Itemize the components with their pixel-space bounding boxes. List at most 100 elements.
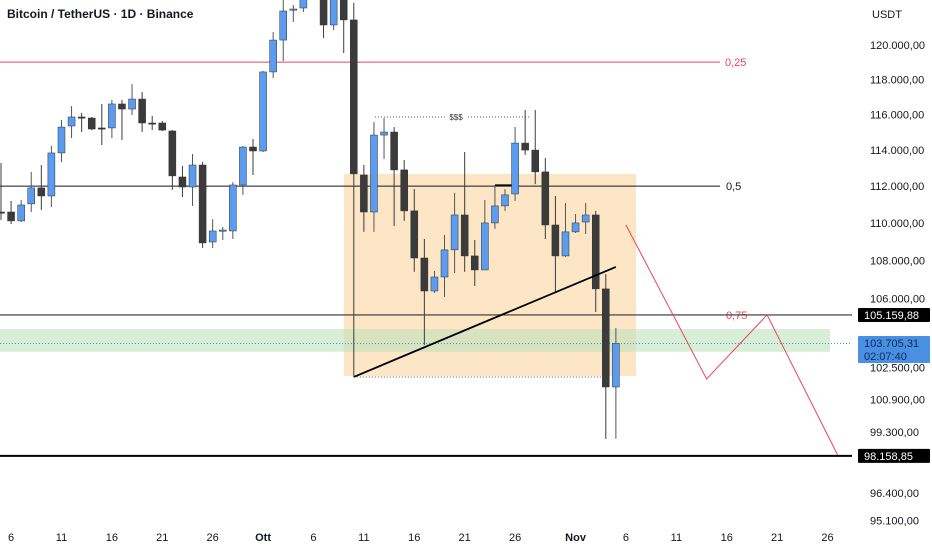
candle	[319, 0, 328, 39]
candle	[450, 192, 459, 273]
candle-body	[339, 0, 348, 21]
candle	[420, 238, 429, 345]
date-axis-label: 16	[721, 532, 733, 544]
date-axis-label: 11	[56, 532, 67, 544]
candle-body	[148, 122, 156, 125]
candle	[541, 157, 550, 239]
candle	[400, 159, 408, 221]
date-axis-label: 11	[358, 532, 369, 544]
candle-body	[350, 19, 358, 175]
date-axis-label: 26	[509, 532, 521, 544]
candle-body	[37, 187, 46, 197]
candle-body	[259, 71, 267, 152]
price-axis-label: 102.500,00	[870, 362, 925, 374]
candle-body	[511, 142, 519, 195]
candle-body	[460, 214, 469, 257]
price-axis-label: 120.000,00	[870, 40, 925, 52]
candle	[551, 195, 560, 293]
candle	[0, 163, 5, 220]
candle	[77, 112, 86, 133]
candle	[249, 138, 257, 175]
candle	[481, 200, 489, 271]
date-axis-label: Ott	[255, 532, 271, 544]
candle	[430, 270, 439, 293]
candle-body	[450, 214, 459, 251]
candle-body	[138, 98, 146, 124]
candle-body	[400, 169, 408, 212]
fib-label: 0,25	[725, 57, 746, 69]
candle-body	[591, 214, 600, 290]
candle-body	[420, 257, 429, 292]
date-axis-label: 11	[671, 532, 682, 544]
candle	[208, 219, 217, 249]
candle-body	[158, 122, 167, 131]
candle	[380, 118, 388, 160]
candle	[98, 103, 106, 146]
candle-body	[0, 211, 5, 214]
candle-body	[7, 211, 15, 222]
candle	[460, 152, 469, 272]
candle	[339, 0, 348, 54]
candle	[591, 210, 600, 313]
candle	[501, 189, 509, 211]
price-axis-label: 112.000,00	[870, 181, 924, 193]
candle-body	[57, 126, 66, 154]
candle-body	[87, 117, 96, 130]
candle-body	[98, 127, 106, 130]
candle-body	[380, 131, 388, 136]
candle	[329, 0, 338, 31]
candle-body	[561, 231, 570, 257]
candle-body	[289, 8, 298, 11]
candle-body	[521, 142, 529, 151]
candle	[7, 200, 15, 225]
current-price-badge: 02:07:40	[864, 351, 907, 363]
liquidity-label-bg	[446, 110, 466, 123]
fib-label: 0,5	[726, 181, 741, 193]
candle-body	[602, 288, 610, 388]
candle	[229, 182, 237, 239]
candle-body	[501, 194, 509, 207]
candle	[410, 189, 419, 272]
current-price-badge: 103.705,31	[864, 338, 919, 350]
candle	[370, 121, 378, 232]
price-axis-label: 116.000,00	[870, 109, 924, 121]
candle	[612, 328, 620, 439]
candle	[440, 234, 449, 297]
candle	[289, 5, 298, 22]
candle-body	[541, 171, 550, 226]
candle-body	[118, 103, 126, 110]
candle	[138, 92, 146, 133]
candle-body	[208, 230, 217, 243]
candle-body	[410, 210, 419, 259]
candle	[259, 71, 267, 153]
candle	[168, 130, 177, 190]
level-2-badge: 98.158,85	[864, 451, 913, 463]
candle-body	[249, 146, 257, 152]
candle-body	[219, 229, 227, 232]
price-axis-label: 100.900,00	[870, 395, 925, 407]
candle	[390, 127, 398, 226]
date-axis-label: 6	[310, 532, 316, 544]
candle	[17, 200, 25, 223]
candle	[37, 165, 46, 210]
candle	[178, 165, 187, 197]
trendline	[353, 266, 617, 378]
level-1-badge: 105.159,88	[864, 310, 919, 322]
candle	[531, 110, 539, 185]
candle	[279, 0, 287, 62]
candle	[239, 145, 247, 195]
candle-body	[531, 149, 539, 173]
date-axis-label: 26	[207, 532, 219, 544]
candle-body	[198, 164, 207, 244]
candle-body	[329, 0, 338, 26]
candle-body	[77, 116, 86, 119]
candle-body	[67, 116, 76, 127]
currency-label[interactable]: USDT	[872, 9, 902, 21]
fib-label: 0,75	[726, 310, 747, 322]
candle	[27, 171, 35, 212]
candle	[350, 2, 358, 377]
candle-body	[360, 174, 368, 213]
date-axis-label: 16	[106, 532, 118, 544]
candle-body	[440, 249, 449, 278]
